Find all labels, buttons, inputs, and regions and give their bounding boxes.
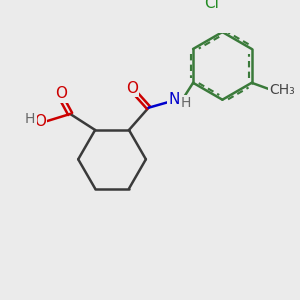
Text: CH₃: CH₃ xyxy=(269,83,295,97)
Text: H: H xyxy=(25,112,35,126)
Text: N: N xyxy=(169,92,180,107)
Text: H: H xyxy=(181,96,191,110)
Text: O: O xyxy=(126,81,138,96)
Text: Cl: Cl xyxy=(204,0,219,11)
Text: O: O xyxy=(55,86,67,101)
Text: O: O xyxy=(34,114,46,129)
